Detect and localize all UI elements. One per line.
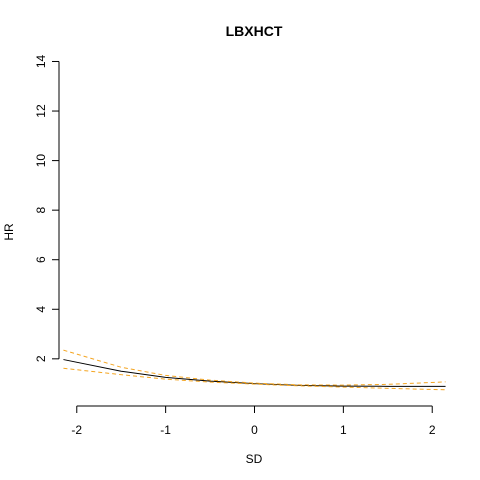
y-tick-label: 2 <box>34 355 48 362</box>
y-tick-label: 14 <box>34 54 48 68</box>
x-tick-label: 1 <box>340 423 347 437</box>
y-tick-label: 4 <box>34 306 48 313</box>
y-tick-label: 10 <box>34 154 48 168</box>
y-tick-label: 8 <box>34 206 48 213</box>
hr-estimate-line <box>63 359 446 387</box>
series-group <box>63 349 446 391</box>
x-tick-label: 0 <box>251 423 258 437</box>
upper-ci-line <box>63 349 446 386</box>
y-axis-label: HR <box>2 223 16 241</box>
y-tick-label: 6 <box>34 256 48 263</box>
x-axis-label: SD <box>246 452 263 466</box>
x-tick-label: -2 <box>71 423 82 437</box>
chart-title: LBXHCT <box>226 23 283 39</box>
y-tick-label: 12 <box>34 104 48 118</box>
x-tick-label: -1 <box>160 423 171 437</box>
lower-ci-line <box>63 367 446 391</box>
x-tick-label: 2 <box>429 423 436 437</box>
